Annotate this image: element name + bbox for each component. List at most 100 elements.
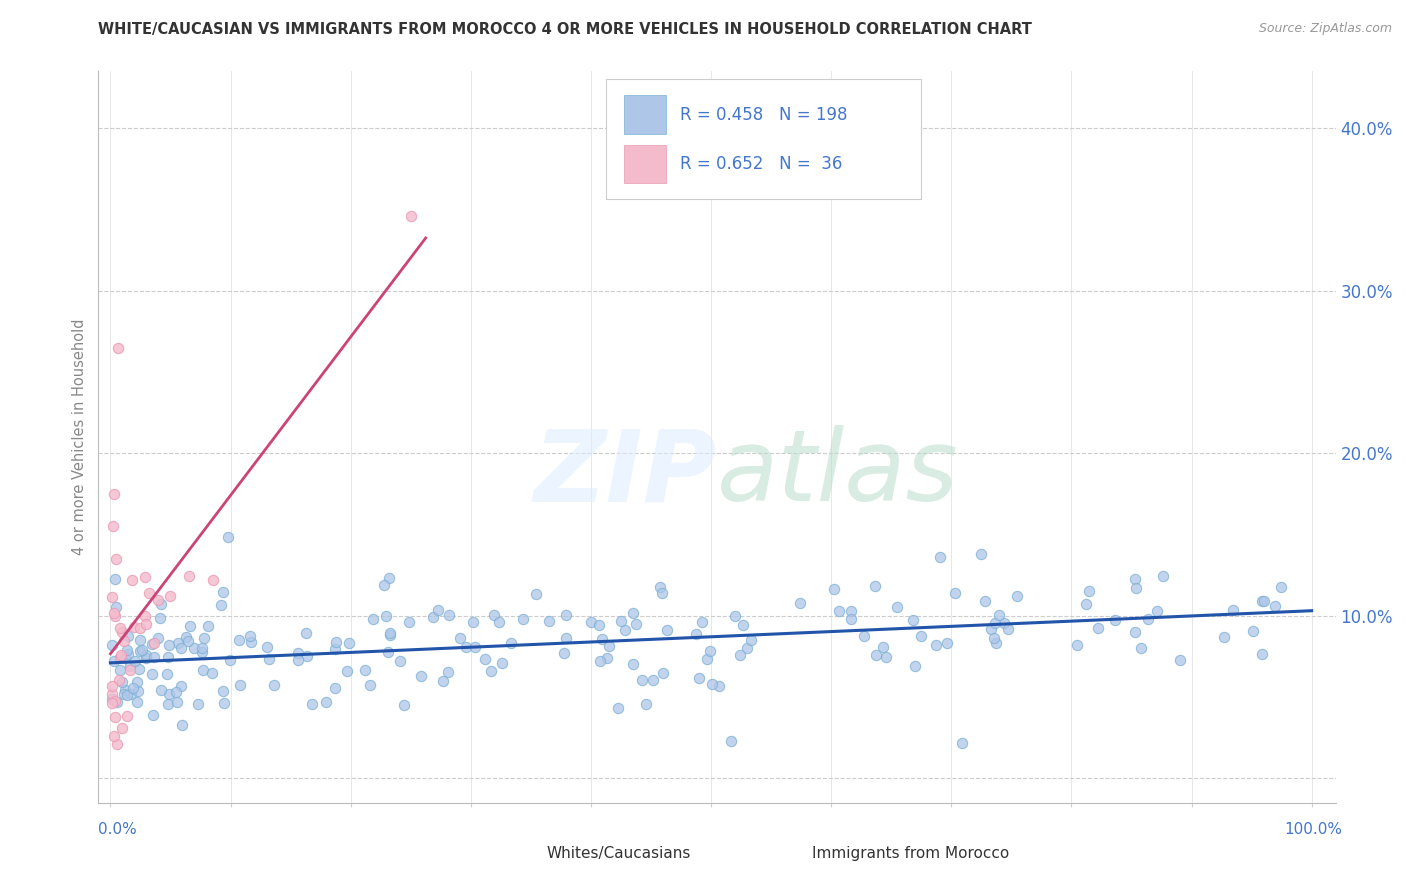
Point xyxy=(142,636,165,650)
Point xyxy=(101,692,124,706)
Point xyxy=(143,649,166,664)
Point xyxy=(287,646,309,660)
Point xyxy=(287,653,309,667)
Point xyxy=(1253,593,1275,607)
Point xyxy=(610,614,633,628)
Text: WHITE/CAUCASIAN VS IMMIGRANTS FROM MOROCCO 4 OR MORE VEHICLES IN HOUSEHOLD CORRE: WHITE/CAUCASIAN VS IMMIGRANTS FROM MOROC… xyxy=(98,22,1032,37)
Point xyxy=(108,649,131,664)
Point xyxy=(422,610,444,624)
Point xyxy=(239,628,262,642)
Point xyxy=(127,694,149,708)
Point xyxy=(980,623,1002,637)
Point xyxy=(101,591,124,605)
Point xyxy=(110,648,132,663)
Point xyxy=(512,611,534,625)
Point xyxy=(588,618,610,632)
Point xyxy=(437,665,460,679)
Point xyxy=(690,615,713,630)
Point xyxy=(707,679,730,693)
Point xyxy=(377,571,399,585)
Point xyxy=(359,678,381,692)
Point xyxy=(936,636,959,650)
Text: atlas: atlas xyxy=(717,425,959,522)
Point xyxy=(650,580,672,594)
Point xyxy=(863,579,886,593)
Point xyxy=(974,593,997,607)
Point xyxy=(621,657,644,671)
Point xyxy=(904,659,927,673)
Point xyxy=(103,487,125,501)
Point xyxy=(108,663,131,677)
Point xyxy=(127,675,149,690)
Point xyxy=(228,677,250,691)
Point xyxy=(197,619,219,633)
Point xyxy=(613,623,636,637)
Point xyxy=(474,652,496,666)
Point xyxy=(735,640,758,655)
Point xyxy=(865,648,887,663)
Point xyxy=(623,607,645,621)
Point xyxy=(128,632,150,647)
Point xyxy=(1066,638,1088,652)
Point xyxy=(118,659,141,673)
Point xyxy=(378,626,401,640)
Point xyxy=(149,611,172,625)
Point xyxy=(170,679,193,693)
Point xyxy=(100,687,122,701)
Point xyxy=(634,697,657,711)
Point xyxy=(499,636,522,650)
Point xyxy=(239,635,262,649)
Point xyxy=(538,614,561,628)
Point xyxy=(256,640,278,654)
Point xyxy=(449,632,471,646)
Point xyxy=(427,603,450,617)
Point xyxy=(969,547,991,561)
Point xyxy=(839,604,862,618)
Point xyxy=(214,696,236,710)
Point xyxy=(984,635,1007,649)
Point xyxy=(1146,604,1168,618)
Point xyxy=(997,622,1019,636)
Point xyxy=(411,668,433,682)
Point xyxy=(437,608,460,623)
Point xyxy=(696,651,718,665)
Point xyxy=(114,683,136,698)
Point xyxy=(157,687,180,701)
Point xyxy=(983,631,1005,645)
Point xyxy=(156,666,179,681)
Point xyxy=(218,653,240,667)
Point xyxy=(950,736,973,750)
FancyBboxPatch shape xyxy=(606,78,921,200)
Text: ZIP: ZIP xyxy=(534,425,717,522)
Y-axis label: 4 or more Vehicles in Household: 4 or more Vehicles in Household xyxy=(72,318,87,556)
Point xyxy=(323,642,346,657)
FancyBboxPatch shape xyxy=(624,95,666,134)
Point xyxy=(193,664,215,678)
Point xyxy=(901,613,924,627)
Point xyxy=(1152,569,1174,583)
Point xyxy=(105,695,128,709)
Point xyxy=(142,708,165,723)
Point xyxy=(336,665,359,679)
Point xyxy=(488,615,510,629)
Point xyxy=(120,663,142,677)
Point xyxy=(128,644,150,658)
Point xyxy=(135,616,157,631)
Point xyxy=(146,631,169,645)
Point xyxy=(211,683,233,698)
Point xyxy=(925,638,948,652)
Point xyxy=(228,633,250,648)
Point xyxy=(589,654,612,668)
Point xyxy=(104,709,127,723)
Point xyxy=(135,648,157,662)
Point xyxy=(354,663,377,677)
Point xyxy=(301,697,323,711)
Point xyxy=(115,708,138,723)
Point xyxy=(651,665,673,680)
Point xyxy=(598,639,620,653)
Point xyxy=(170,718,193,732)
Point xyxy=(103,606,125,620)
Point xyxy=(104,694,127,708)
Point xyxy=(479,664,502,678)
Point xyxy=(315,695,337,709)
